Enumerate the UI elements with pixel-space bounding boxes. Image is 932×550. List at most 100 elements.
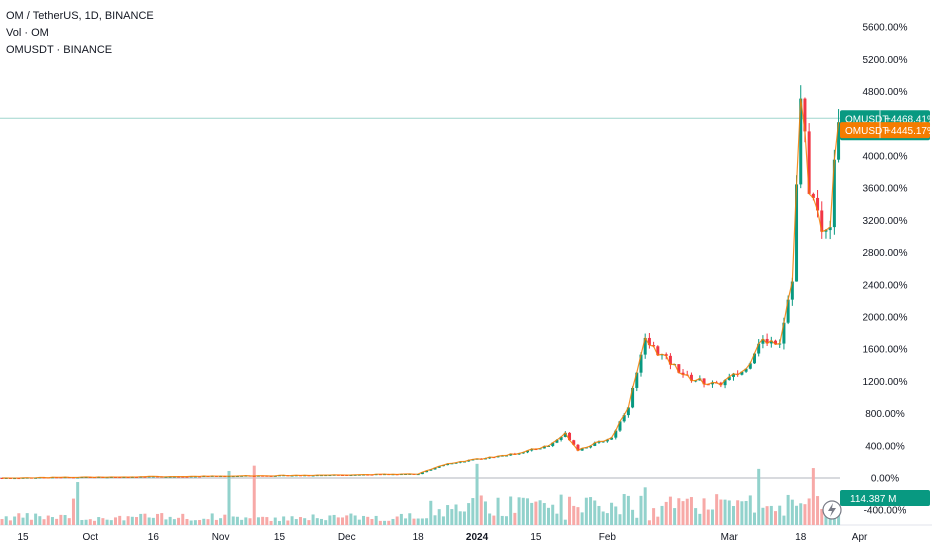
volume-tag-value: 114.387 M	[850, 494, 897, 505]
volume-bar	[496, 497, 500, 525]
volume-bar	[126, 516, 130, 525]
y-tick-label: 2000.00%	[862, 313, 907, 324]
volume-bar	[261, 516, 265, 525]
candle-body	[509, 453, 513, 456]
candles	[0, 85, 841, 480]
y-tick-label: 1600.00%	[862, 345, 907, 356]
candle-body	[727, 376, 731, 381]
volume-bar	[450, 509, 454, 525]
volume-bar	[76, 482, 80, 525]
volume-bar	[555, 513, 559, 525]
candle-body	[799, 98, 803, 185]
volume-bar	[580, 512, 584, 525]
volume-bar	[471, 498, 475, 525]
volume-bar	[387, 520, 391, 525]
volume-bar	[786, 494, 790, 525]
legend-compare[interactable]: OMUSDT · BINANCE	[6, 44, 113, 56]
candle-body	[555, 439, 559, 443]
candle-body	[752, 353, 756, 364]
candle-body	[639, 354, 643, 373]
volume-bar	[782, 515, 786, 525]
volume-bar	[547, 507, 551, 525]
candle-body	[656, 346, 660, 356]
volume-bar	[639, 495, 643, 525]
volume-bar	[143, 513, 147, 525]
lightning-icon-bolt	[828, 503, 836, 517]
volume-bar	[517, 497, 521, 525]
volume-bar	[383, 520, 387, 525]
volume-bar	[483, 501, 487, 525]
volume-bar	[4, 516, 8, 525]
volume-bar	[67, 518, 71, 525]
legend-volume[interactable]: Vol · OM	[6, 27, 49, 39]
candle-body	[837, 122, 841, 160]
y-tick-label: 800.00%	[865, 409, 905, 420]
compare-tag-symbol: OMUSDT	[845, 126, 888, 137]
volume-bar	[282, 516, 286, 525]
volume-bar	[202, 518, 206, 525]
candle-body	[530, 449, 534, 451]
volume-bar	[828, 517, 832, 525]
volume-bar	[610, 502, 614, 525]
candle-body	[542, 446, 546, 449]
candle-body	[559, 436, 563, 440]
volume-bar	[589, 497, 593, 525]
volume-bar	[294, 519, 298, 525]
volume-bar	[17, 513, 21, 525]
volume-bar	[328, 515, 332, 525]
volume-bar	[214, 519, 218, 525]
candle-body	[664, 354, 668, 356]
volume-bar	[29, 519, 33, 525]
volume-bar	[572, 505, 576, 525]
volume-bar	[21, 517, 25, 525]
volume-bar	[530, 502, 534, 525]
x-tick-label: Apr	[852, 532, 868, 543]
volume-bar	[820, 509, 824, 525]
volume-bar	[593, 500, 597, 525]
candle-body	[635, 372, 639, 388]
volume-bar	[244, 517, 248, 525]
candle-body	[748, 363, 752, 369]
candle-body	[803, 98, 807, 132]
volume-bar	[71, 498, 75, 525]
volume-bar	[727, 500, 731, 525]
volume-bar	[757, 468, 761, 525]
legend-symbol[interactable]: OM / TetherUS, 1D, BINANCE	[6, 10, 154, 22]
candle-body	[572, 440, 576, 445]
volume-bar	[673, 508, 677, 525]
volume-bar	[122, 520, 126, 525]
volume-bar	[290, 516, 294, 525]
volume-bar	[723, 499, 727, 525]
volume-bar	[374, 515, 378, 525]
compare-tag	[840, 122, 930, 139]
volume-bar	[349, 513, 353, 525]
volume-bar	[223, 514, 227, 525]
x-tick-label: 15	[17, 532, 29, 543]
volume-bar	[336, 517, 340, 525]
volume-bar	[366, 516, 370, 525]
volume-bar	[13, 516, 17, 525]
volume-bar	[269, 520, 273, 525]
volume-bar	[441, 516, 445, 525]
volume-bar	[193, 520, 197, 525]
candle-body	[631, 387, 635, 408]
volume-bar	[105, 519, 109, 525]
volume-bar	[345, 515, 349, 525]
volume-bar	[97, 517, 101, 525]
volume-bar	[147, 517, 151, 525]
volume-bar	[130, 516, 134, 525]
volume-bar	[437, 509, 441, 525]
x-tick-label: Mar	[721, 532, 739, 543]
volume-bar	[622, 494, 626, 525]
y-tick-label: -400.00%	[864, 506, 907, 517]
volume-bar	[824, 512, 828, 525]
volume-bar	[429, 500, 433, 525]
volume-bar	[206, 519, 210, 525]
candle-body	[719, 382, 723, 386]
volume-bar	[446, 505, 450, 525]
volume-bar	[660, 505, 664, 525]
volume-bar	[412, 518, 416, 525]
lightning-icon[interactable]	[822, 500, 842, 520]
volume-bar	[706, 509, 710, 525]
